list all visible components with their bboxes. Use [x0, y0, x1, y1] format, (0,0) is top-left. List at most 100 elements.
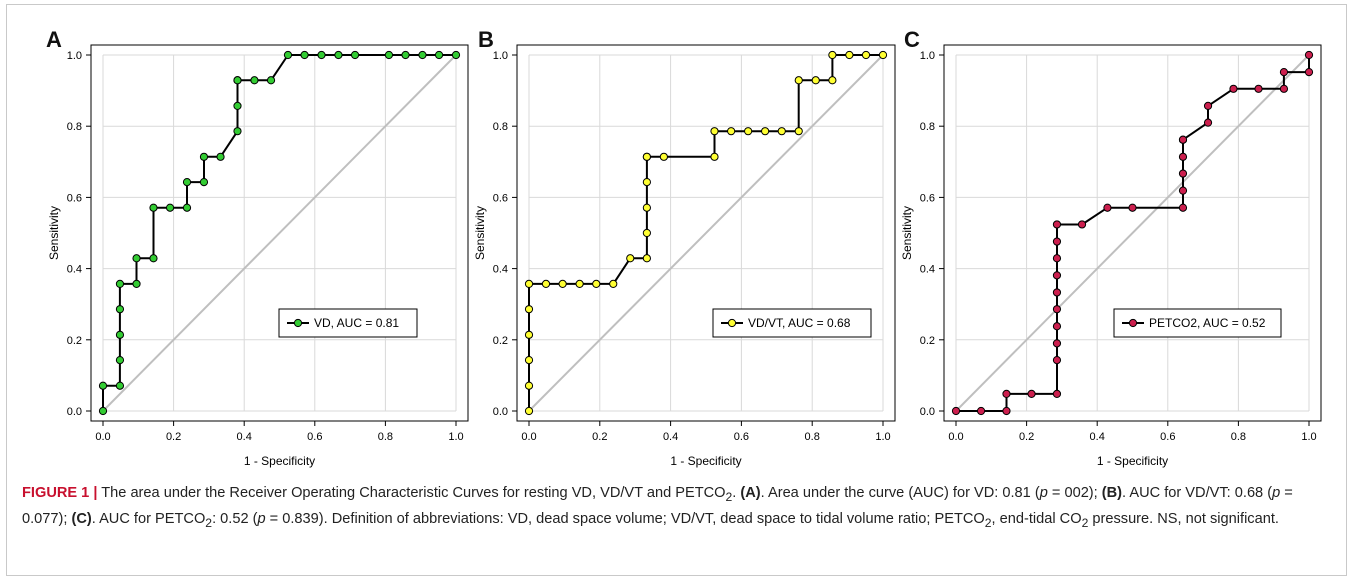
x-tick-label: 0.6 [307, 431, 322, 443]
y-tick-label: 0.0 [493, 406, 508, 418]
data-point [1279, 67, 1289, 77]
data-point [1052, 237, 1062, 246]
data-point [659, 152, 668, 161]
data-point [761, 127, 770, 136]
caption-panel-a: (A) [740, 485, 761, 501]
x-tick-label: 0.8 [805, 431, 820, 443]
caption-p: p [1272, 485, 1281, 501]
y-tick-label: 0.2 [67, 335, 82, 347]
data-point [115, 355, 125, 365]
data-point [878, 50, 888, 60]
data-point [132, 254, 141, 263]
legend: VD/VT, AUC = 0.68 [712, 308, 872, 338]
x-tick-label: 0.4 [663, 431, 678, 443]
plot-frame [90, 44, 469, 422]
y-tick-label: 0.4 [67, 264, 82, 276]
x-tick-label: 0.0 [95, 431, 110, 443]
caption-text: . AUC for VD/VT: 0.68 ( [1122, 485, 1273, 501]
data-point [1052, 322, 1062, 331]
caption-sub: 2 [725, 489, 733, 504]
data-point [1203, 101, 1213, 111]
data-point [642, 254, 651, 263]
data-point [1027, 389, 1036, 399]
data-point [317, 50, 326, 60]
data-point [1052, 305, 1062, 314]
data-point [98, 381, 108, 390]
data-point [182, 203, 192, 212]
caption-text: pressure. NS, not significant. [1088, 510, 1279, 527]
panel-label-a: A [46, 27, 62, 52]
data-point [115, 381, 125, 390]
y-tick-label: 0.0 [920, 406, 935, 418]
data-point [524, 279, 534, 289]
caption-text: = 002); [1047, 485, 1102, 501]
x-tick-label: 0.0 [521, 431, 536, 443]
data-point [199, 177, 209, 187]
roc-panel-a: 0.0 0.2 0.4 0.6 0.8 1.0 0.0 0.2 0.4 0.6 0.8 1.0 1 - … [47, 44, 469, 468]
data-point [1279, 84, 1289, 93]
data-point [98, 406, 108, 416]
x-tick-label: 1.0 [448, 431, 463, 443]
y-tick-label: 1.0 [493, 50, 508, 62]
roc-panel-c: 0.0 0.2 0.4 0.6 0.8 1.0 0.0 0.2 0.4 0.6 0.8 1.0 1 - … [900, 44, 1322, 468]
data-point [1304, 50, 1314, 60]
panel-label-c: C [904, 27, 920, 52]
data-point [727, 127, 736, 136]
data-point [216, 152, 225, 161]
data-point [524, 305, 534, 314]
data-point [524, 355, 534, 365]
data-point [418, 50, 427, 60]
y-tick-label: 0.8 [493, 121, 508, 133]
x-axis-label: 1 - Specificity [1097, 454, 1168, 468]
y-tick-label: 0.2 [920, 335, 935, 347]
reference-line [528, 54, 884, 412]
data-point [1178, 169, 1188, 178]
data-point [642, 152, 651, 161]
y-tick-label: 0.4 [493, 264, 508, 276]
data-point [828, 76, 837, 85]
y-tick-label: 0.6 [920, 192, 935, 204]
data-point [777, 127, 786, 136]
data-point [149, 203, 158, 212]
y-tick-label: 0.6 [67, 192, 82, 204]
data-point [283, 50, 293, 60]
data-point [642, 203, 651, 212]
legend: PETCO2, AUC = 0.52 [1113, 308, 1282, 338]
data-point [233, 76, 242, 85]
roc-chart-svg: 0.0 0.2 0.4 0.6 0.8 1.0 0.0 0.2 0.4 0.6 0.8 1.0 1 - … [47, 44, 1322, 468]
data-point [794, 76, 803, 85]
legend-marker [727, 318, 737, 328]
data-point [300, 50, 309, 60]
data-point [524, 381, 534, 390]
data-point [350, 50, 360, 60]
data-point [165, 203, 175, 212]
data-point [744, 127, 753, 136]
data-point [845, 50, 854, 60]
caption-panel-b: (B) [1101, 485, 1123, 501]
y-tick-label: 1.0 [920, 50, 935, 62]
data-point [182, 177, 192, 187]
legend-marker [293, 318, 303, 328]
caption-sub: 2 [1081, 515, 1089, 530]
data-point [524, 330, 534, 339]
data-point [1178, 152, 1188, 161]
data-point [266, 76, 276, 85]
data-point [401, 50, 410, 60]
y-tick-label: 0.6 [493, 192, 508, 204]
data-point [1052, 355, 1062, 365]
data-point [811, 76, 820, 85]
plot-frame [943, 44, 1322, 422]
data-point [592, 279, 601, 289]
data-point [233, 127, 242, 136]
data-point [609, 279, 618, 289]
legend: VD, AUC = 0.81 [278, 308, 418, 338]
data-point [642, 228, 651, 238]
data-point [1002, 406, 1011, 416]
data-point [1103, 203, 1112, 212]
caption-p: p [257, 510, 266, 527]
caption-text: . AUC for PETCO [91, 510, 206, 527]
y-tick-label: 1.0 [67, 50, 82, 62]
caption-p: p [1039, 485, 1048, 501]
y-tick-label: 0.8 [920, 121, 935, 133]
x-tick-label: 0.2 [592, 431, 607, 443]
